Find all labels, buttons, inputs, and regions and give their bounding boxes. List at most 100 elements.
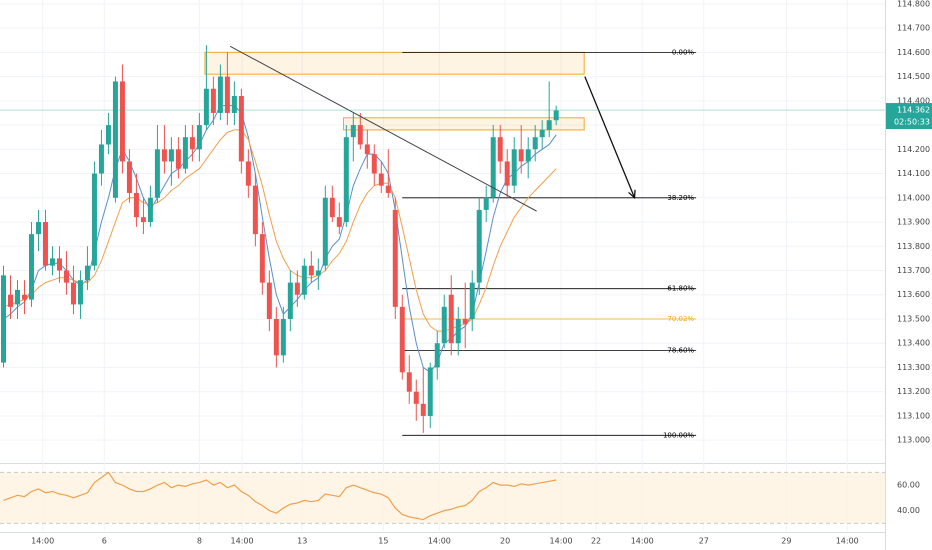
- arrow: [584, 76, 636, 199]
- candle-body: [287, 282, 293, 319]
- y-tick-label: 114.400: [897, 96, 930, 105]
- candle-body: [140, 217, 146, 223]
- trendline: [229, 45, 537, 212]
- x-tick-label: 14:00: [836, 537, 859, 546]
- candle-body: [448, 294, 454, 344]
- candle-body: [525, 149, 531, 162]
- candle-body: [154, 149, 160, 198]
- y-tick-label: 113.800: [897, 242, 930, 251]
- candle-body: [56, 258, 62, 271]
- candle-body: [133, 192, 139, 218]
- candle-body: [406, 372, 412, 392]
- x-tick-label: 14:00: [550, 537, 573, 546]
- candle-body: [462, 318, 468, 324]
- x-tick-label: 20: [500, 537, 510, 546]
- candle-body: [497, 137, 503, 162]
- candle-body: [455, 318, 461, 344]
- candle-body: [175, 149, 181, 169]
- x-tick-label: 27: [699, 537, 709, 546]
- candle-body: [553, 110, 559, 121]
- candle-body: [280, 318, 286, 356]
- x-tick-label: 14:00: [231, 537, 254, 546]
- candle-body: [441, 306, 447, 344]
- rsi-tick-label: 40.00: [897, 506, 920, 515]
- candle-body: [371, 154, 377, 174]
- candle-body: [301, 265, 307, 295]
- candle-body: [378, 173, 384, 186]
- y-tick-label: 113.600: [897, 290, 930, 299]
- y-tick-label: 113.100: [897, 411, 930, 420]
- fib-label: 38.20%: [667, 194, 694, 202]
- arrow-head: [628, 189, 636, 200]
- candle-body: [119, 81, 125, 162]
- candle-body: [483, 197, 489, 210]
- x-tick-label: 14:00: [31, 537, 54, 546]
- candle-body: [189, 137, 195, 150]
- candle-body: [231, 95, 237, 113]
- fib-label: 61.80%: [667, 285, 694, 293]
- candle-body: [336, 217, 342, 227]
- candle-body: [63, 270, 69, 283]
- candle-body: [490, 137, 496, 198]
- candle-body: [210, 88, 216, 113]
- candle-body: [294, 282, 300, 295]
- candle-body: [476, 209, 482, 283]
- candle-body: [126, 161, 132, 193]
- x-tick-label: 8: [197, 537, 202, 546]
- candle-body: [392, 209, 398, 307]
- candle-body: [546, 120, 552, 130]
- last-price-label: 114.362: [897, 106, 930, 115]
- x-tick-label: 14:00: [631, 537, 654, 546]
- candle-body: [364, 144, 370, 155]
- candle-body: [224, 76, 230, 113]
- y-tick-label: 114.800: [897, 0, 930, 8]
- y-tick-label: 114.000: [897, 193, 930, 202]
- x-tick-label: 22: [591, 537, 601, 546]
- candle-body: [385, 185, 391, 193]
- rsi-band: [0, 472, 885, 524]
- candle-body: [518, 149, 524, 162]
- candle-body: [28, 234, 34, 300]
- candle-body: [217, 76, 223, 113]
- y-tick-label: 113.900: [897, 218, 930, 227]
- y-tick-label: 114.500: [897, 72, 930, 81]
- y-tick-label: 113.500: [897, 314, 930, 323]
- candle-body: [112, 81, 118, 198]
- x-tick-label: 14:00: [428, 537, 451, 546]
- candle-body: [273, 318, 279, 356]
- candle-body: [84, 265, 90, 281]
- fib-label: 0.00%: [672, 48, 695, 56]
- candle-body: [252, 185, 258, 235]
- candle-body: [266, 282, 272, 319]
- candle-body: [343, 137, 349, 223]
- candle-body: [469, 282, 475, 319]
- candle-body: [259, 234, 265, 283]
- y-tick-label: 114.100: [897, 169, 930, 178]
- y-tick-label: 114.700: [897, 24, 930, 33]
- candle-body: [322, 197, 328, 266]
- candle-body: [91, 173, 97, 266]
- candle-body: [7, 294, 13, 307]
- candle-body: [399, 306, 405, 373]
- candle-body: [504, 161, 510, 186]
- x-tick-label: 6: [102, 537, 107, 546]
- y-tick-label: 114.600: [897, 48, 930, 57]
- candle-body: [0, 275, 6, 363]
- candle-body: [427, 367, 433, 416]
- fib-label: 70.02%: [667, 315, 694, 323]
- y-tick-label: 113.700: [897, 266, 930, 275]
- candle-body: [98, 144, 104, 174]
- candle-body: [238, 95, 244, 162]
- candle-body: [14, 289, 20, 305]
- candle-body: [35, 222, 41, 235]
- candle-body: [511, 149, 517, 186]
- last-price-box: [886, 103, 932, 130]
- y-tick-label: 113.000: [897, 436, 930, 445]
- fib-label: 78.60%: [667, 346, 694, 354]
- candle-body: [70, 282, 76, 305]
- candle-body: [77, 280, 83, 305]
- y-tick-label: 113.400: [897, 339, 930, 348]
- y-tick-label: 113.300: [897, 363, 930, 372]
- zone: [343, 117, 585, 131]
